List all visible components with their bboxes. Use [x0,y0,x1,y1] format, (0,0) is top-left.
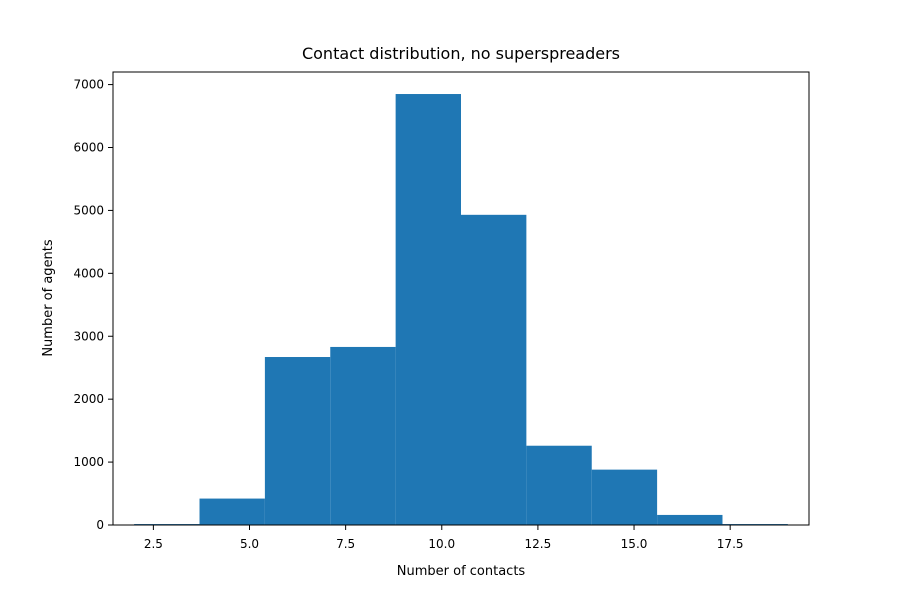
y-tick-label: 2000 [73,392,104,406]
histogram-bar [657,514,723,525]
plot-frame [112,71,810,526]
y-tick-label: 0 [96,518,104,532]
x-tick-label: 10.0 [428,537,455,551]
y-tick-label: 7000 [73,78,104,92]
bars-group [134,94,788,525]
y-tick-label: 5000 [73,203,104,217]
y-tick-label: 4000 [73,266,104,280]
x-tick-label: 5.0 [240,537,259,551]
x-axis-ticks: 2.5 5.0 7.5 10.0 12.5 15.0 17.5 [144,525,744,551]
histogram-bar [526,445,592,525]
histogram-bar [199,498,265,525]
y-tick-label: 3000 [73,329,104,343]
histogram-bar [461,214,527,525]
histogram-bar [395,94,461,525]
histogram-bar [264,357,331,525]
y-tick-label: 6000 [73,141,104,155]
chart-title: Contact distribution, no superspreaders [302,44,620,63]
x-axis-label: Number of contacts [397,564,526,579]
x-tick-label: 2.5 [144,537,163,551]
y-axis-label: Number of agents [41,239,56,357]
y-tick-label: 1000 [73,455,104,469]
x-tick-label: 15.0 [621,537,648,551]
x-tick-label: 7.5 [336,537,355,551]
histogram-bar [591,469,658,525]
histogram-bar [330,346,396,525]
y-axis-ticks: 0 1000 2000 3000 4000 5000 6000 7000 [73,78,113,532]
x-tick-label: 17.5 [717,537,744,551]
x-tick-label: 12.5 [525,537,552,551]
